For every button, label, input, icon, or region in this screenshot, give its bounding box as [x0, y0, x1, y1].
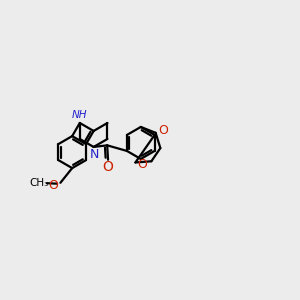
Text: O: O — [158, 124, 168, 137]
Text: O: O — [49, 179, 58, 192]
Text: O: O — [102, 160, 113, 174]
Text: N: N — [89, 148, 99, 160]
Text: CH₃: CH₃ — [30, 178, 49, 188]
Text: O: O — [138, 158, 148, 171]
Text: NH: NH — [72, 110, 87, 120]
